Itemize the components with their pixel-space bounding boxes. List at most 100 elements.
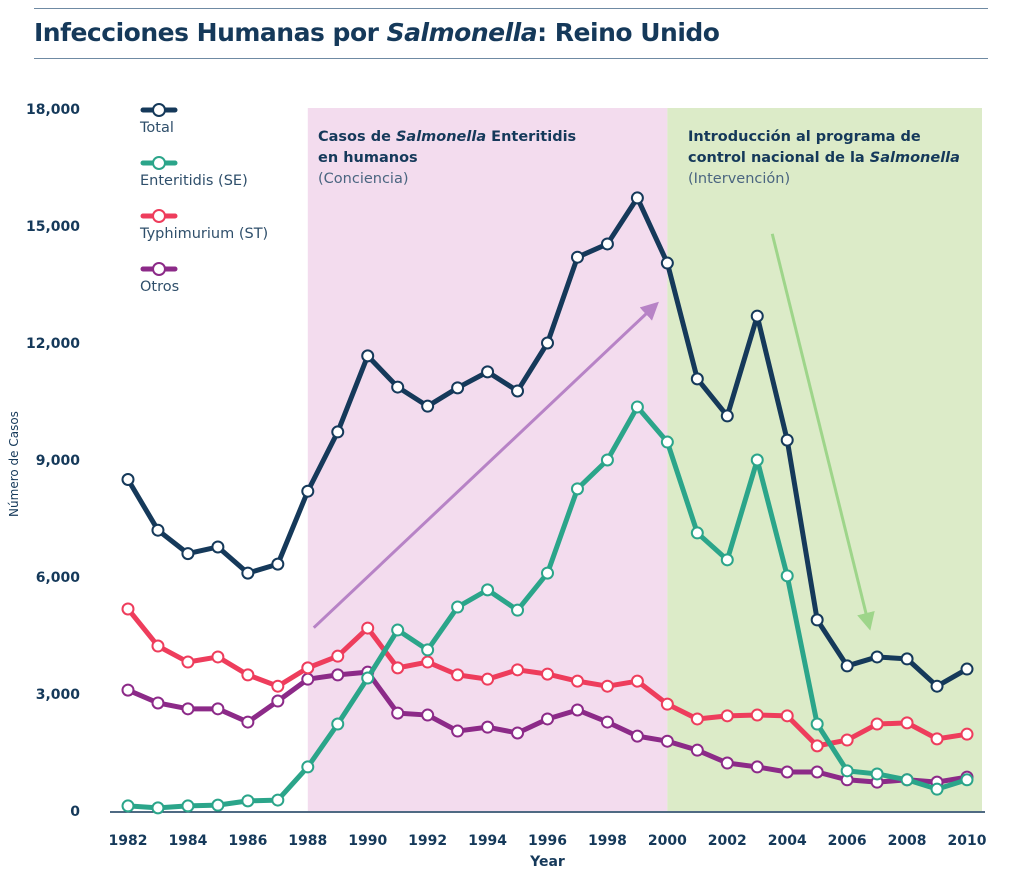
data-point-se — [930, 782, 944, 796]
data-point-total — [391, 380, 405, 394]
x-tick-label: 1982 — [109, 833, 148, 849]
data-point-total — [600, 237, 614, 251]
data-point-total — [840, 659, 854, 673]
x-tick-label: 2000 — [648, 833, 687, 849]
data-point-st — [211, 650, 225, 664]
data-point-total — [421, 399, 435, 413]
data-point-se — [750, 453, 764, 467]
data-point-se — [181, 799, 195, 813]
data-point-total — [181, 547, 195, 561]
data-point-total — [481, 365, 495, 379]
data-point-total — [301, 484, 315, 498]
data-point-total — [690, 372, 704, 386]
data-point-se — [151, 801, 165, 815]
data-point-total — [660, 256, 674, 270]
data-point-total — [870, 650, 884, 664]
y-tick-label: 6,000 — [36, 570, 81, 586]
data-point-total — [630, 191, 644, 205]
x-tick-label: 2010 — [948, 833, 987, 849]
x-tick-label: 2002 — [708, 833, 747, 849]
data-point-otros — [541, 712, 554, 726]
data-point-otros — [600, 715, 614, 729]
x-axis-label: Year — [529, 854, 565, 870]
x-tick-label: 1988 — [288, 833, 327, 849]
data-point-total — [810, 613, 824, 627]
data-point-st — [660, 697, 674, 711]
data-point-total — [271, 557, 285, 571]
data-point-otros — [181, 702, 195, 716]
x-tick-label: 2008 — [888, 833, 927, 849]
data-point-total — [541, 336, 554, 350]
data-point-st — [840, 733, 854, 747]
data-point-otros — [570, 703, 584, 717]
data-point-se — [840, 764, 854, 778]
data-point-se — [630, 400, 644, 414]
legend-marker-st — [152, 209, 166, 223]
data-point-total — [511, 384, 525, 398]
data-point-st — [541, 667, 554, 681]
data-point-total — [780, 433, 794, 447]
data-point-otros — [421, 708, 435, 722]
data-point-se — [900, 773, 914, 787]
data-point-total — [960, 662, 974, 676]
data-point-st — [451, 668, 465, 682]
data-point-se — [810, 717, 824, 731]
x-tick-label: 1986 — [228, 833, 267, 849]
legend-label-se: Enteritidis (SE) — [140, 173, 248, 189]
data-point-st — [900, 716, 914, 730]
increase-trend-arrow — [312, 301, 659, 629]
data-point-otros — [301, 672, 315, 686]
data-point-se — [780, 569, 794, 583]
data-point-otros — [121, 683, 135, 697]
x-tick-label: 1996 — [528, 833, 567, 849]
chart-title: Infecciones Humanas por Salmonella: Rein… — [34, 18, 720, 47]
data-point-st — [181, 655, 195, 669]
data-point-se — [511, 603, 525, 617]
data-point-total — [720, 409, 734, 423]
data-point-st — [241, 668, 255, 682]
data-point-total — [241, 566, 255, 580]
intervention-region — [667, 108, 982, 811]
data-point-st — [780, 709, 794, 723]
data-point-st — [361, 621, 375, 635]
data-point-total — [900, 652, 914, 666]
legend-marker-total — [152, 103, 166, 117]
y-tick-label: 12,000 — [26, 336, 80, 352]
data-point-se — [870, 767, 884, 781]
data-point-se — [331, 717, 345, 731]
data-point-st — [810, 739, 824, 753]
data-point-otros — [241, 715, 255, 729]
data-point-total — [211, 540, 225, 554]
x-tick-label: 1994 — [468, 833, 507, 849]
y-tick-label: 15,000 — [26, 219, 80, 235]
data-point-se — [660, 435, 674, 449]
data-point-se — [451, 600, 465, 614]
data-point-otros — [331, 668, 345, 682]
data-point-total — [121, 473, 135, 486]
data-point-otros — [780, 765, 794, 779]
data-point-otros — [511, 726, 525, 740]
data-point-otros — [690, 743, 704, 757]
data-point-st — [481, 672, 495, 686]
data-point-total — [361, 349, 375, 363]
x-tick-label: 2006 — [828, 833, 867, 849]
top-rule — [34, 8, 988, 9]
data-point-st — [511, 663, 525, 677]
data-point-se — [541, 566, 554, 580]
x-tick-label: 1984 — [168, 833, 207, 849]
data-point-total — [930, 679, 944, 693]
y-tick-label: 18,000 — [26, 102, 80, 118]
data-point-total — [331, 425, 345, 439]
data-point-otros — [750, 760, 764, 774]
data-point-otros — [271, 694, 285, 708]
data-point-st — [301, 661, 315, 675]
y-tick-label: 9,000 — [36, 453, 81, 469]
data-point-otros — [391, 706, 405, 720]
data-point-st — [121, 602, 135, 616]
data-point-st — [151, 639, 165, 653]
x-tick-label: 1990 — [348, 833, 387, 849]
data-point-se — [301, 760, 315, 774]
data-point-otros — [481, 720, 495, 734]
data-point-se — [481, 583, 495, 597]
legend-marker-otros — [152, 262, 166, 276]
